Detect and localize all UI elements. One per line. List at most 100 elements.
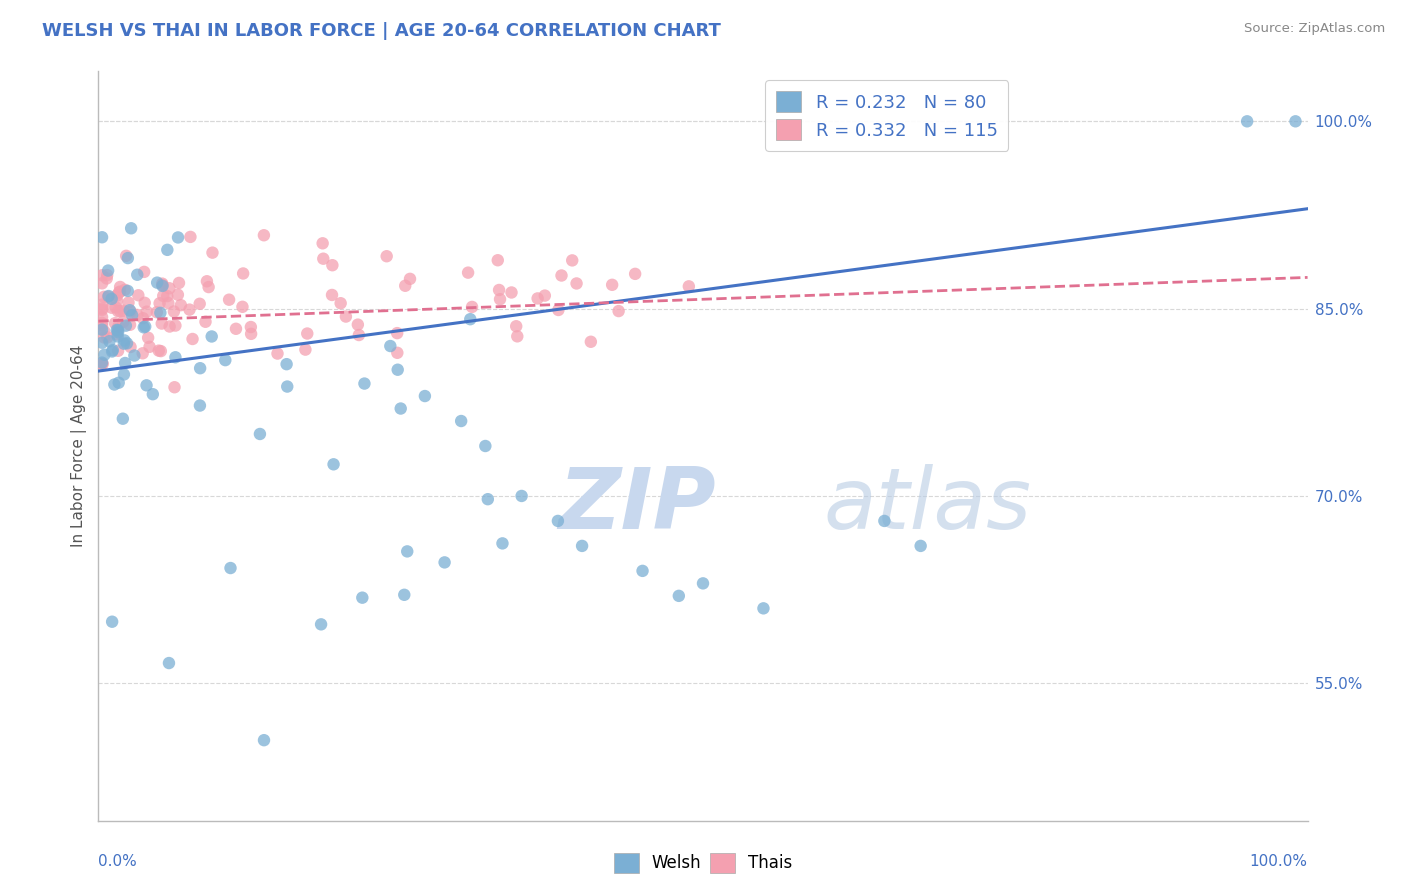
Point bbox=[93, 325, 115, 339]
Point bbox=[253, 733, 276, 747]
Point bbox=[489, 292, 512, 306]
Point bbox=[458, 312, 481, 326]
Point bbox=[156, 289, 179, 303]
Point bbox=[352, 591, 374, 605]
Point bbox=[571, 539, 593, 553]
Point bbox=[105, 293, 128, 308]
Point bbox=[1236, 114, 1258, 128]
Point bbox=[105, 288, 128, 302]
Point bbox=[91, 230, 114, 244]
Point bbox=[159, 319, 181, 334]
Point bbox=[148, 343, 170, 358]
Point bbox=[387, 346, 409, 360]
Point bbox=[149, 296, 172, 310]
Point bbox=[413, 389, 436, 403]
Text: 100.0%: 100.0% bbox=[1250, 855, 1308, 870]
Point bbox=[157, 656, 180, 670]
Point bbox=[910, 539, 932, 553]
Point bbox=[104, 316, 127, 330]
Point bbox=[394, 278, 416, 293]
Point bbox=[96, 271, 118, 285]
Point bbox=[526, 292, 548, 306]
Point bbox=[547, 514, 569, 528]
Point bbox=[322, 458, 344, 472]
Point bbox=[385, 326, 408, 340]
Point bbox=[91, 357, 114, 371]
Point bbox=[433, 555, 456, 569]
Point bbox=[297, 326, 319, 341]
Point bbox=[231, 300, 253, 314]
Point bbox=[505, 319, 527, 334]
Point bbox=[488, 283, 510, 297]
Point bbox=[93, 348, 115, 362]
Point bbox=[136, 331, 159, 345]
Point bbox=[380, 339, 402, 353]
Text: ZIP: ZIP bbox=[558, 465, 716, 548]
Point bbox=[547, 303, 569, 318]
Point bbox=[607, 304, 630, 318]
Point bbox=[389, 401, 412, 416]
Point bbox=[110, 304, 132, 318]
Point bbox=[150, 317, 173, 331]
Point bbox=[91, 356, 114, 370]
Point bbox=[91, 316, 114, 330]
Point bbox=[165, 318, 187, 333]
Point bbox=[101, 615, 124, 629]
Point bbox=[91, 301, 114, 316]
Legend: R = 0.232   N = 80, R = 0.332   N = 115: R = 0.232 N = 80, R = 0.332 N = 115 bbox=[765, 80, 1008, 151]
Point bbox=[294, 343, 316, 357]
Point bbox=[752, 601, 775, 615]
Point bbox=[1284, 114, 1306, 128]
Point bbox=[188, 361, 211, 376]
Point bbox=[474, 439, 496, 453]
Point bbox=[312, 252, 335, 266]
Point bbox=[240, 326, 263, 341]
Point bbox=[399, 272, 422, 286]
Point bbox=[167, 287, 190, 301]
Point bbox=[91, 318, 114, 333]
Point bbox=[396, 544, 419, 558]
Point bbox=[335, 310, 357, 324]
Point bbox=[132, 320, 155, 334]
Point bbox=[107, 343, 129, 358]
Point bbox=[152, 279, 174, 293]
Point bbox=[375, 249, 398, 263]
Point bbox=[105, 323, 128, 337]
Point bbox=[93, 330, 115, 344]
Point bbox=[311, 236, 333, 251]
Point bbox=[329, 296, 352, 310]
Point bbox=[188, 297, 211, 311]
Point bbox=[134, 319, 156, 334]
Point bbox=[668, 589, 690, 603]
Point bbox=[114, 283, 136, 297]
Point bbox=[120, 304, 142, 318]
Point bbox=[121, 308, 143, 322]
Point bbox=[225, 322, 247, 336]
Point bbox=[565, 277, 588, 291]
Point bbox=[124, 349, 146, 363]
Point bbox=[163, 380, 186, 394]
Point bbox=[486, 253, 509, 268]
Point bbox=[112, 315, 135, 329]
Point bbox=[156, 243, 179, 257]
Point bbox=[96, 268, 118, 282]
Point bbox=[146, 305, 169, 319]
Point bbox=[101, 343, 124, 358]
Point bbox=[101, 344, 124, 359]
Point bbox=[108, 285, 131, 299]
Point bbox=[149, 306, 172, 320]
Point bbox=[276, 357, 298, 371]
Point bbox=[91, 277, 114, 291]
Point bbox=[91, 357, 114, 371]
Point bbox=[510, 489, 533, 503]
Point bbox=[197, 280, 219, 294]
Point bbox=[115, 336, 138, 351]
Text: 0.0%: 0.0% bbox=[98, 855, 138, 870]
Point bbox=[117, 284, 139, 298]
Y-axis label: In Labor Force | Age 20-64: In Labor Force | Age 20-64 bbox=[72, 345, 87, 547]
Point bbox=[181, 332, 204, 346]
Point bbox=[120, 221, 142, 235]
Point bbox=[115, 318, 138, 333]
Point bbox=[550, 268, 572, 283]
Point bbox=[135, 378, 157, 392]
